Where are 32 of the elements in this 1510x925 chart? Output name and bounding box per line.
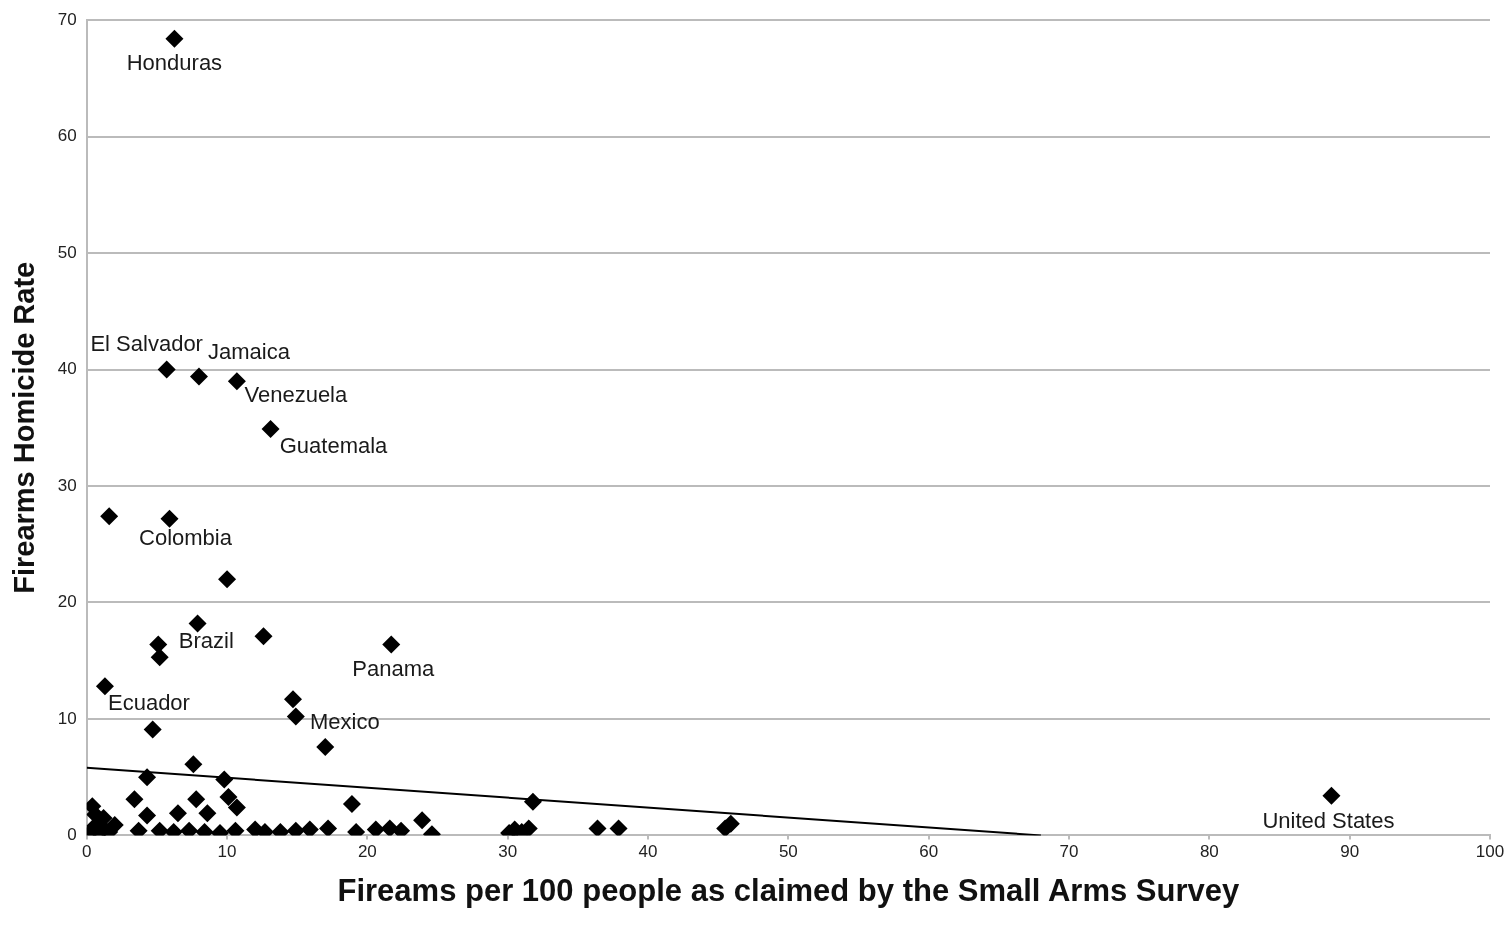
annotation: Mexico [309, 708, 380, 734]
annotation: El Salvador [90, 330, 203, 356]
x-tick-label: 20 [357, 842, 377, 862]
x-axis-title: Fireams per 100 people as claimed by the Small Arms Survey [337, 872, 1240, 908]
y-tick-label: 70 [57, 9, 77, 29]
annotation: Panama [352, 656, 435, 682]
y-tick-label: 30 [57, 475, 77, 495]
annotation: Ecuador [107, 690, 190, 716]
y-tick-label: 60 [57, 126, 77, 146]
annotation: Brazil [178, 628, 234, 654]
y-tick-label: 50 [57, 242, 77, 262]
y-tick-label: 10 [57, 708, 77, 728]
x-tick-label: 80 [1199, 842, 1219, 862]
x-tick-label: 70 [1059, 842, 1079, 862]
y-tick-label: 20 [57, 592, 77, 612]
x-tick-label: 100 [1475, 842, 1505, 862]
y-tick-label: 0 [67, 825, 77, 845]
x-tick-label: 30 [498, 842, 518, 862]
annotation: Venezuela [244, 382, 348, 408]
x-tick-label: 90 [1340, 842, 1360, 862]
annotation: Honduras [126, 49, 223, 75]
annotation: United States [1262, 807, 1395, 833]
annotation: Guatemala [279, 433, 389, 459]
y-axis-title: Firearms Homicide Rate [8, 261, 41, 594]
annotation: Colombia [139, 524, 233, 550]
x-tick-label: 0 [81, 842, 92, 862]
x-tick-label: 40 [638, 842, 658, 862]
x-tick-label: 50 [778, 842, 798, 862]
x-tick-label: 60 [919, 842, 939, 862]
x-tick-label: 10 [217, 842, 237, 862]
annotation: Jamaica [208, 338, 291, 364]
y-tick-label: 40 [57, 359, 77, 379]
